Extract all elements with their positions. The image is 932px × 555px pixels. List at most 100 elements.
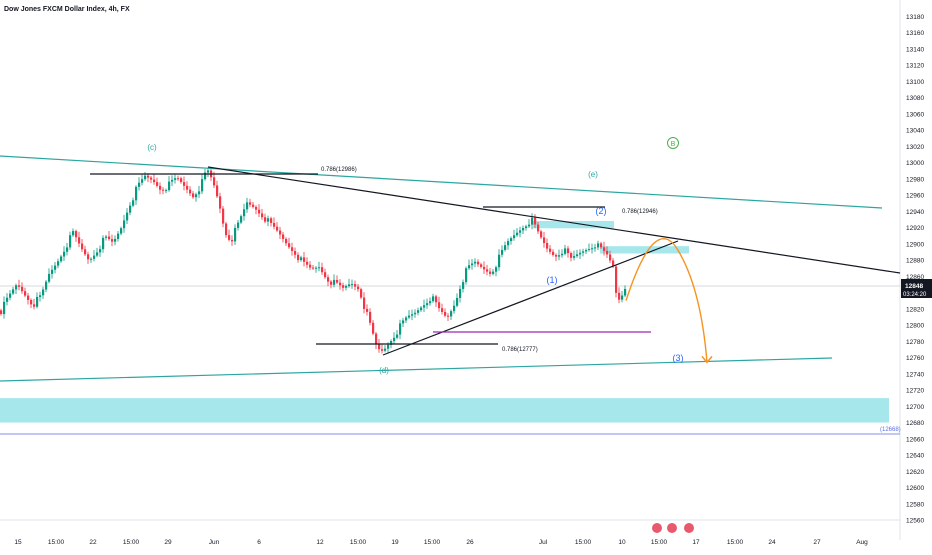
wave-label-b: B bbox=[671, 141, 676, 148]
candle-body bbox=[267, 218, 270, 222]
candle-body bbox=[339, 282, 342, 286]
candle-body bbox=[330, 281, 333, 285]
candle-body bbox=[615, 266, 618, 293]
candle-body bbox=[486, 269, 489, 272]
candle-body bbox=[99, 249, 102, 253]
time-tick-label: 15:00 bbox=[651, 539, 668, 546]
candle-body bbox=[522, 228, 525, 231]
candle-body bbox=[468, 265, 471, 269]
us-flag-icon[interactable] bbox=[667, 523, 677, 533]
time-tick-label: 15 bbox=[14, 539, 22, 546]
candle-body bbox=[402, 320, 405, 324]
candle-body bbox=[405, 317, 408, 321]
time-tick-label: 15:00 bbox=[424, 539, 441, 546]
time-tick-label: Aug bbox=[856, 539, 868, 546]
candle-body bbox=[426, 303, 429, 306]
event-flags[interactable] bbox=[652, 523, 694, 533]
candle-body bbox=[456, 297, 459, 306]
candle-body bbox=[276, 226, 279, 231]
price-tick-label: 13160 bbox=[906, 30, 924, 37]
candle-body bbox=[594, 247, 597, 249]
candle-body bbox=[447, 315, 450, 317]
candle-body bbox=[498, 254, 501, 268]
candle-body bbox=[384, 348, 387, 351]
candle-body bbox=[66, 247, 69, 252]
price-tick-label: 13140 bbox=[906, 46, 924, 53]
candle-body bbox=[36, 296, 39, 307]
candle-body bbox=[309, 264, 312, 268]
candle-body bbox=[597, 243, 600, 248]
candle-body bbox=[105, 236, 108, 238]
candle-body bbox=[603, 247, 606, 251]
candle-body bbox=[288, 243, 291, 248]
price-tick-label: 13040 bbox=[906, 128, 924, 135]
candle-body bbox=[183, 182, 186, 186]
candle-body bbox=[306, 261, 309, 265]
candle-body bbox=[321, 267, 324, 273]
projection-path[interactable] bbox=[625, 238, 708, 363]
candle-body bbox=[60, 256, 63, 262]
candle-body bbox=[147, 175, 150, 178]
price-tick-label: 13060 bbox=[906, 111, 924, 118]
candle-body bbox=[483, 266, 486, 270]
candle-body bbox=[480, 264, 483, 267]
price-tick-label: 12780 bbox=[906, 339, 924, 346]
candle-body bbox=[90, 258, 93, 260]
candle-body bbox=[378, 344, 381, 350]
candle-body bbox=[537, 224, 540, 232]
candle-body bbox=[138, 182, 141, 187]
time-tick-label: Jun bbox=[209, 539, 220, 546]
time-tick-label: Jul bbox=[539, 539, 548, 546]
candle-body bbox=[423, 305, 426, 308]
price-tick-label: 12560 bbox=[906, 518, 924, 525]
ascending-trend-line[interactable] bbox=[382, 240, 679, 356]
price-axis[interactable]: 13180 13160 13140 13120 13100 13080 13060 13040… bbox=[906, 14, 924, 525]
candle-body bbox=[69, 235, 72, 248]
descending-trend-line[interactable] bbox=[207, 166, 901, 274]
us-flag-icon[interactable] bbox=[652, 523, 662, 533]
candle-body bbox=[123, 220, 126, 229]
price-tick-label: 12940 bbox=[906, 209, 924, 216]
candle-body bbox=[528, 224, 531, 227]
candle-body bbox=[180, 178, 183, 183]
time-tick-label: 19 bbox=[391, 539, 399, 546]
candle-body bbox=[27, 295, 30, 300]
candle-body bbox=[564, 248, 567, 254]
time-tick-label: 15:00 bbox=[350, 539, 367, 546]
candle-body bbox=[270, 218, 273, 223]
candle-body bbox=[333, 279, 336, 285]
us-flag-icon[interactable] bbox=[684, 523, 694, 533]
candle-body bbox=[519, 230, 522, 233]
price-tick-label: 12660 bbox=[906, 436, 924, 443]
candle-body bbox=[63, 251, 66, 257]
price-tick-label: 13100 bbox=[906, 79, 924, 86]
price-tick-label: 12700 bbox=[906, 404, 924, 411]
candle-body bbox=[369, 311, 372, 323]
candle-body bbox=[108, 236, 111, 240]
resistance-zone-lower bbox=[600, 246, 689, 254]
candle-body bbox=[504, 245, 507, 250]
candle-body bbox=[93, 255, 96, 259]
candle-body bbox=[501, 249, 504, 255]
candle-body bbox=[72, 231, 75, 236]
candle-body bbox=[474, 261, 477, 264]
candle-body bbox=[294, 251, 297, 255]
candle-body bbox=[624, 288, 627, 296]
candle-body bbox=[162, 189, 165, 191]
time-axis[interactable]: 15 15:00 22 15:00 29 Jun 6 12 15:00 19 15:00 26 Jul 1… bbox=[14, 539, 868, 546]
upper-channel-line[interactable] bbox=[0, 155, 883, 209]
current-price-value: 12848 bbox=[905, 283, 923, 290]
candle-body bbox=[606, 250, 609, 255]
price-tick-label: 13020 bbox=[906, 144, 924, 151]
candle-body bbox=[363, 297, 366, 309]
candle-body bbox=[300, 257, 303, 261]
candle-body bbox=[282, 234, 285, 239]
lower-channel-line[interactable] bbox=[0, 357, 833, 382]
candle-body bbox=[489, 271, 492, 274]
candle-body bbox=[228, 235, 231, 240]
price-tick-label: 12720 bbox=[906, 388, 924, 395]
candle-body bbox=[273, 222, 276, 227]
price-tick-label: 12620 bbox=[906, 469, 924, 476]
candle-body bbox=[15, 285, 18, 290]
